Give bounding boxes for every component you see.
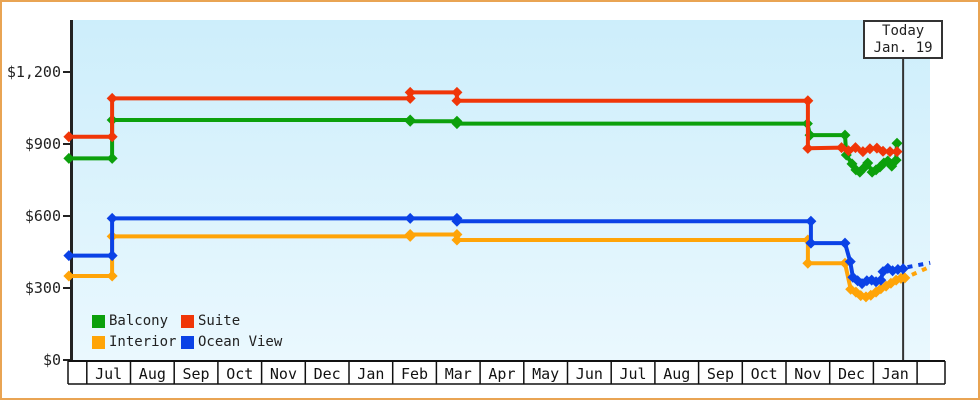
data-point-diamond: [404, 212, 416, 224]
x-axis-month-label: Sep: [707, 365, 734, 383]
data-point-diamond: [802, 142, 814, 154]
data-point-diamond: [864, 143, 876, 155]
x-axis-month-label: Aug: [139, 365, 166, 383]
data-point-diamond: [877, 145, 889, 157]
data-point-diamond: [875, 274, 887, 286]
projection-line-interior: [911, 265, 929, 277]
data-point-diamond: [106, 250, 118, 262]
data-point-diamond: [106, 270, 118, 282]
data-point-diamond: [106, 92, 118, 104]
y-axis-label: $0: [43, 351, 61, 369]
data-point-diamond: [404, 92, 416, 104]
x-axis-month-label: Jun: [576, 365, 603, 383]
data-point-diamond: [839, 129, 851, 141]
plot-area: [73, 20, 930, 360]
data-point-diamond: [106, 212, 118, 224]
data-point-diamond: [451, 228, 463, 240]
data-point-diamond: [891, 146, 903, 158]
today-date: Jan. 19: [873, 39, 933, 56]
data-point-diamond: [404, 86, 416, 98]
x-axis-month-label: Sep: [183, 365, 210, 383]
data-point-diamond: [451, 118, 463, 130]
today-label: Today: [882, 22, 925, 39]
x-axis-month-label: Aug: [663, 365, 690, 383]
data-point-diamond: [844, 256, 856, 268]
x-axis-month-label: Nov: [270, 365, 297, 383]
data-point-diamond: [849, 142, 861, 154]
data-point-diamond: [802, 257, 814, 269]
data-point-diamond: [805, 215, 817, 227]
data-point-diamond: [884, 146, 896, 158]
data-point-diamond: [805, 237, 817, 249]
x-axis-month-label: Dec: [838, 365, 865, 383]
y-axis-label: $900: [25, 135, 61, 153]
x-axis-month-label: Jul: [620, 365, 647, 383]
data-point-diamond: [63, 152, 75, 164]
y-axis-label: $600: [25, 207, 61, 225]
data-point-diamond: [802, 95, 814, 107]
x-axis-month-label: Feb: [401, 365, 428, 383]
data-point-diamond: [63, 131, 75, 143]
data-point-diamond: [404, 228, 416, 240]
data-point-diamond: [106, 131, 118, 143]
x-axis-month-label: Apr: [488, 365, 515, 383]
x-axis-month-label: Jan: [882, 365, 909, 383]
data-point-diamond: [106, 152, 118, 164]
series-points-ocean-view: [63, 212, 909, 290]
y-axis-label: $300: [25, 279, 61, 297]
data-point-diamond: [404, 115, 416, 127]
y-axis-label: $1,200: [7, 63, 61, 81]
data-point-diamond: [451, 95, 463, 107]
series-points-balcony: [63, 114, 903, 178]
x-axis-month-label: Mar: [445, 365, 472, 383]
data-point-diamond: [899, 272, 911, 284]
x-axis-month-label: Jul: [95, 365, 122, 383]
series-points-suite: [63, 86, 903, 158]
x-axis-month-label: May: [532, 365, 559, 383]
data-point-diamond: [891, 137, 903, 149]
data-point-diamond: [451, 234, 463, 246]
x-axis-strip: [68, 361, 945, 384]
data-point-diamond: [451, 215, 463, 227]
data-point-diamond: [63, 250, 75, 262]
data-point-diamond: [890, 154, 902, 166]
data-point-diamond: [839, 237, 851, 249]
today-marker-box: Today Jan. 19: [863, 20, 944, 59]
x-axis-month-label: Oct: [226, 365, 253, 383]
x-axis-month-label: Oct: [751, 365, 778, 383]
data-point-diamond: [63, 270, 75, 282]
x-axis-month-label: Nov: [794, 365, 821, 383]
x-axis-month-label: Dec: [314, 365, 341, 383]
data-point-diamond: [862, 157, 874, 169]
x-axis-month-label: Jan: [357, 365, 384, 383]
data-point-diamond: [897, 263, 909, 275]
data-point-diamond: [451, 86, 463, 98]
projection-line-ocean-view: [907, 260, 931, 270]
